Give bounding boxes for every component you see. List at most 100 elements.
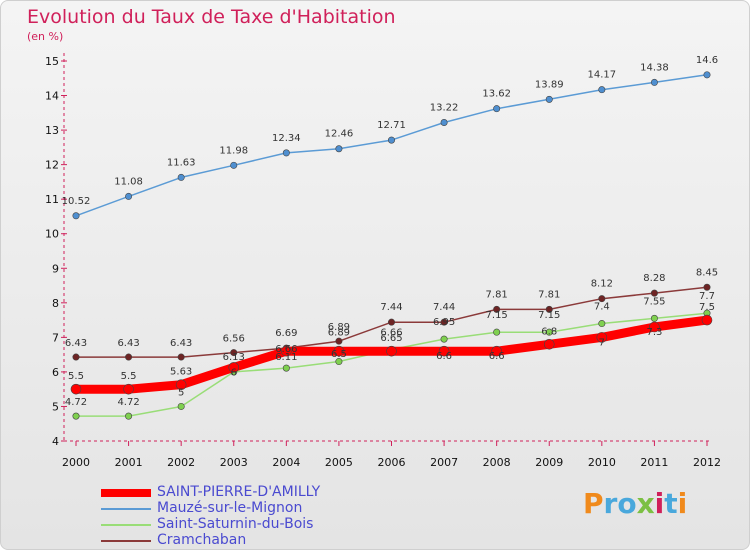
- y-tick-label-11: 11: [45, 193, 59, 206]
- series-0-label-2003: 6: [231, 367, 237, 378]
- legend-swatch-2: [101, 524, 151, 526]
- series-3-point-2002: [177, 353, 185, 361]
- x-tick-label-2010: 2010: [588, 456, 616, 469]
- series-1-point-2001: [125, 192, 133, 200]
- series-1-label-2000: 10.52: [62, 196, 91, 207]
- series-3-point-2001: [125, 353, 133, 361]
- legend-label-3: Cramchaban: [157, 532, 247, 548]
- series-2-point-2004: [282, 364, 290, 372]
- legend-swatch-0: [101, 489, 151, 497]
- chart-unit: (en %): [27, 30, 64, 43]
- series-1-point-2004: [282, 149, 290, 157]
- series-3-label-2011: 8.28: [643, 273, 665, 284]
- series-0-point-2001: [123, 383, 134, 395]
- series-1-label-2009: 13.89: [535, 79, 564, 90]
- proxiti-logo[interactable]: Proxiti: [583, 487, 687, 520]
- series-3-point-2007: [440, 318, 448, 326]
- series-2-label-2010: 7.4: [594, 302, 610, 313]
- series-3-label-2004: 6.69: [275, 328, 297, 339]
- data-labels: 5.5 5.5 5.63 6 6.11 6.5 6.65 6.6 6.6 6.8 7 7.3 7.5 10…: [62, 55, 718, 408]
- series-1-label-2007: 13.22: [430, 102, 459, 113]
- x-tick-label-2001: 2001: [115, 456, 143, 469]
- y-tick-label-4: 4: [52, 435, 59, 448]
- series-3-label-2009: 7.81: [538, 289, 560, 300]
- series-1-label-2003: 11.98: [219, 145, 248, 156]
- logo-letter: t: [664, 487, 678, 520]
- legend-label-1: Mauzé-sur-le-Mignon: [157, 500, 303, 516]
- series-2-label-2007: 6.95: [433, 317, 455, 328]
- series-3-label-2002: 6.43: [170, 338, 192, 349]
- series-1-label-2012: 14.6: [696, 55, 718, 66]
- series-3-point-2003: [230, 349, 238, 357]
- series-3-point-2005: [335, 337, 343, 345]
- series-3-label-2005: 6.89: [328, 322, 350, 333]
- series-1-point-2009: [545, 95, 553, 103]
- series-0-label-2000: 5.5: [68, 371, 84, 382]
- logo-letter: r: [603, 487, 618, 520]
- series-3-point-2006: [387, 318, 395, 326]
- series-0-label-2006: 6.65: [380, 333, 402, 344]
- y-tick-label-15: 15: [45, 55, 59, 68]
- legend-label-0: SAINT-PIERRE-D'AMILLY: [157, 484, 321, 500]
- logo-letter: x: [636, 487, 655, 520]
- y-tick-label-13: 13: [45, 124, 59, 137]
- series-1-point-2003: [230, 161, 238, 169]
- series-1-label-2010: 14.17: [588, 70, 617, 81]
- series-2-label-2002: 5: [178, 387, 184, 398]
- series-2-label-2001: 4.72: [117, 397, 139, 408]
- series-0-point-2011: [649, 321, 660, 333]
- series-0-point-2008: [491, 345, 502, 357]
- series-1-label-2011: 14.38: [640, 62, 669, 73]
- legend-label-2: Saint-Saturnin-du-Bois: [157, 516, 314, 532]
- x-tick-label-2011: 2011: [640, 456, 668, 469]
- series-2-point-2001: [125, 412, 133, 420]
- series-0-point-2004: [281, 345, 292, 357]
- series-2-point-2009: [545, 328, 553, 336]
- series-0-label-2005: 6.5: [331, 349, 347, 360]
- series-0-point-2012: [701, 314, 713, 326]
- series-0-label-2007: 6.6: [436, 351, 452, 362]
- x-tick-label-2000: 2000: [62, 456, 90, 469]
- series-1-point-2008: [493, 105, 501, 113]
- series-2-point-2011: [650, 314, 658, 322]
- series-2-label-2009: 7.15: [538, 310, 560, 321]
- x-tick-label-2008: 2008: [483, 456, 511, 469]
- logo-letter: i: [654, 487, 665, 520]
- series-3-label-2010: 8.12: [591, 279, 613, 290]
- series-2-point-2005: [335, 358, 343, 366]
- series-2-label-2005: 6.89: [328, 328, 350, 339]
- series-0-label-2010: 7: [599, 337, 605, 348]
- series-1-point-2011: [650, 78, 658, 86]
- series-2-point-2010: [598, 320, 606, 328]
- series-0-point-2006: [386, 345, 397, 357]
- series-0-point-2003: [228, 362, 240, 373]
- series-3-label-2006: 7.44: [380, 302, 402, 313]
- chart-title: Evolution du Taux de Taxe d'Habitation: [27, 6, 396, 28]
- series-0-label-2004: 6.11: [275, 352, 297, 363]
- series-0-point-2010: [596, 332, 608, 343]
- series-1-point-2002: [177, 173, 185, 181]
- series-2-label-2006: 6.66: [380, 327, 402, 338]
- series-line-1: [75, 74, 708, 217]
- y-tick-label-8: 8: [52, 297, 59, 310]
- series-0-label-2002: 5.63: [170, 367, 192, 378]
- series-1-point-2006: [387, 136, 395, 144]
- y-tick-label-7: 7: [52, 331, 59, 344]
- series-0-label-2012: 7.5: [699, 302, 715, 313]
- series-3-point-2009: [545, 305, 553, 313]
- series-2-label-2008: 7.15: [486, 310, 508, 321]
- series-0-point-2005: [333, 345, 345, 357]
- series-3-label-2003: 6.56: [223, 334, 245, 345]
- y-tick-label-10: 10: [45, 228, 59, 241]
- series-1-point-2005: [335, 145, 343, 153]
- series-3-point-2000: [72, 353, 80, 361]
- series-1-label-2006: 12.71: [377, 120, 406, 131]
- series-3-label-2008: 7.81: [486, 289, 508, 300]
- x-tick-label-2002: 2002: [167, 456, 195, 469]
- legend-swatch-3: [101, 540, 151, 542]
- series-0-point-2007: [438, 345, 450, 357]
- series-0-point-2002: [175, 379, 187, 390]
- logo-letter: P: [583, 487, 604, 520]
